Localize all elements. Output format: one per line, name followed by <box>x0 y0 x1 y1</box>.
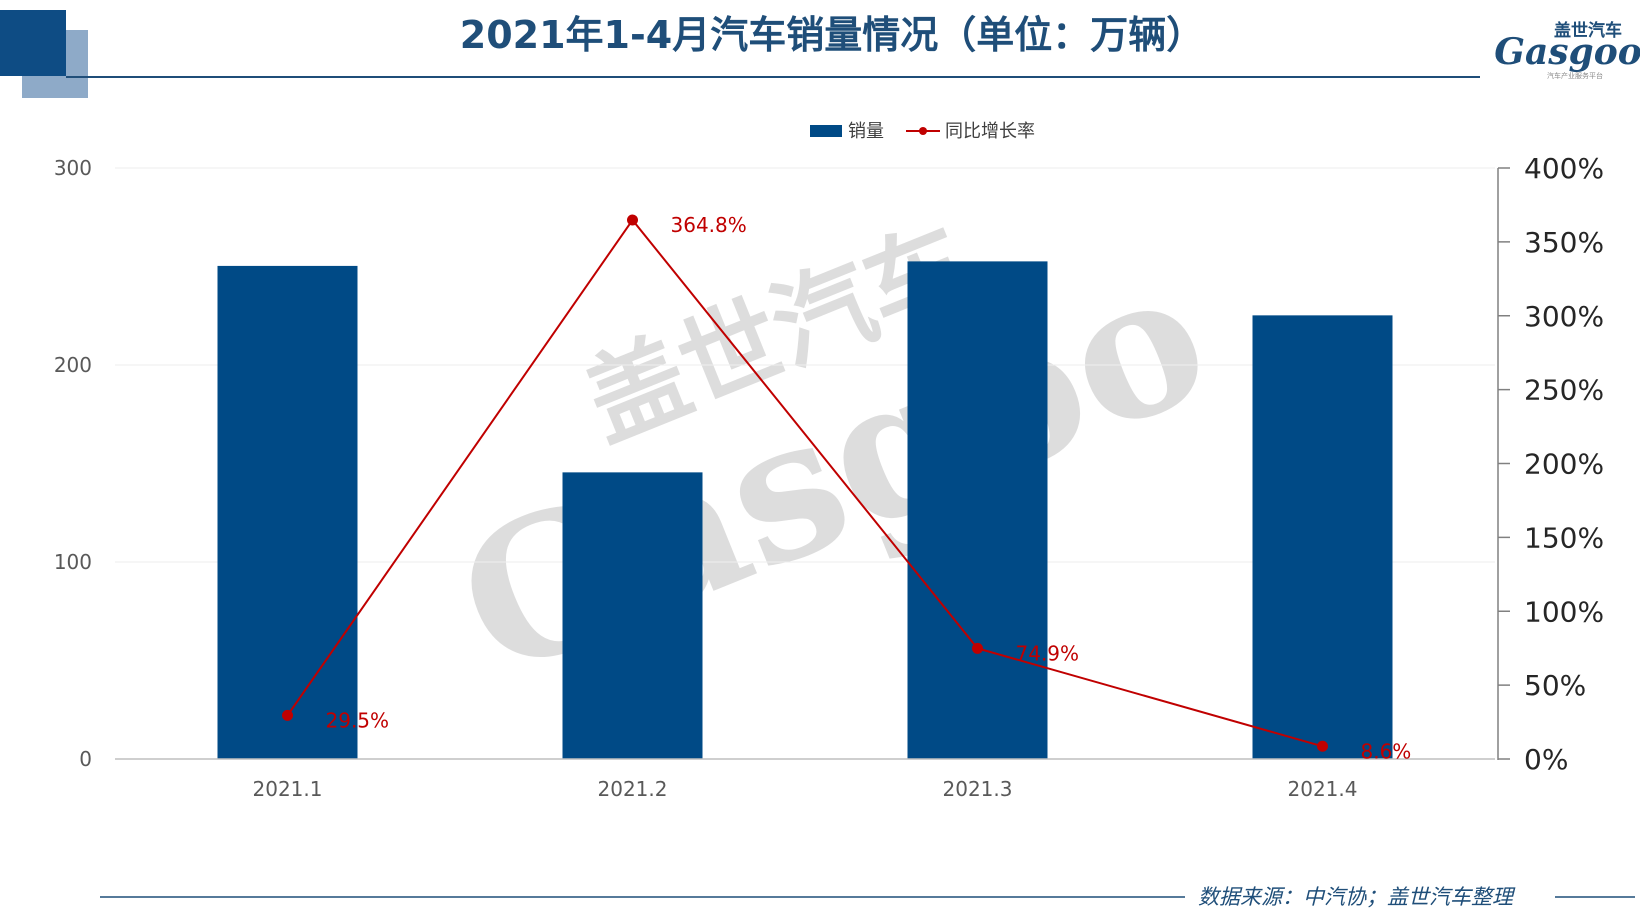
growth-data-label: 8.6% <box>1361 739 1412 763</box>
growth-data-label: 29.5% <box>326 708 390 732</box>
right-tick-label: 300% <box>1524 300 1604 333</box>
growth-data-label: 74.9% <box>1016 641 1080 665</box>
left-tick-label: 200 <box>54 353 92 377</box>
bar-series <box>217 261 1393 759</box>
right-tick-label: 250% <box>1524 374 1604 407</box>
left-tick-label: 100 <box>54 550 92 574</box>
right-tick-label: 50% <box>1524 669 1586 702</box>
right-tick-label: 400% <box>1524 152 1604 185</box>
left-tick-label: 300 <box>54 156 92 180</box>
x-tick-label: 2021.4 <box>1288 777 1358 801</box>
line-series: 29.5% 364.8% 74.9% 8.6% <box>282 213 1411 763</box>
growth-point <box>282 709 293 721</box>
right-axis-ticks: 0% 50% 100% 150% 200% 250% 300% 350% 400% <box>1498 152 1604 776</box>
logo-en: Gasgoo <box>1494 31 1640 73</box>
logo-tagline: 汽车产业服务平台 <box>1547 71 1603 80</box>
gasgoo-logo: 盖世汽车 Gasgoo 汽车产业服务平台 <box>1494 20 1640 80</box>
bar <box>217 265 358 759</box>
x-tick-label: 2021.2 <box>598 777 668 801</box>
x-tick-label: 2021.3 <box>943 777 1013 801</box>
growth-data-label: 364.8% <box>671 213 747 237</box>
left-tick-label: 0 <box>79 747 92 771</box>
legend: 销量 同比增长率 <box>810 121 1035 142</box>
growth-point <box>1317 740 1328 752</box>
watermark: 盖世汽车 Gasgoo <box>430 205 1235 721</box>
bar <box>562 472 703 759</box>
legend-swatch-bar <box>810 125 842 137</box>
logo-cn: 盖世汽车 <box>1554 20 1622 41</box>
right-tick-label: 0% <box>1524 743 1568 776</box>
right-tick-label: 100% <box>1524 595 1604 628</box>
right-tick-label: 200% <box>1524 448 1604 481</box>
legend-swatch-marker <box>919 127 927 135</box>
page-title: 2021年1-4月汽车销量情况（单位：万辆） <box>460 13 1204 57</box>
bar <box>907 261 1048 759</box>
growth-point <box>972 642 983 654</box>
right-tick-label: 350% <box>1524 226 1604 259</box>
header-accent-dark <box>0 10 66 76</box>
growth-line <box>286 218 1323 748</box>
legend-label-bar: 销量 <box>848 121 884 142</box>
x-tick-label: 2021.1 <box>253 777 323 801</box>
growth-point <box>627 214 638 226</box>
right-tick-label: 150% <box>1524 521 1604 554</box>
x-axis-ticks: 2021.1 2021.2 2021.3 2021.4 <box>253 777 1358 801</box>
bar <box>1252 315 1393 759</box>
left-axis-ticks: 0 100 200 300 <box>54 156 92 771</box>
legend-label-line: 同比增长率 <box>945 121 1035 142</box>
data-source: 数据来源：中汽协；盖世汽车整理 <box>1198 885 1516 909</box>
